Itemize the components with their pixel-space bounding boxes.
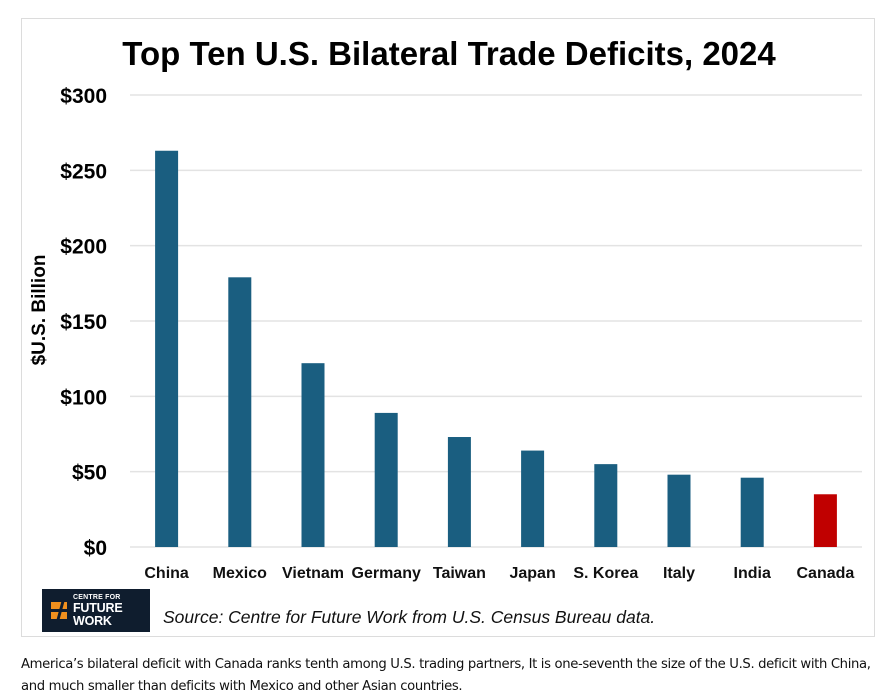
figure-caption: America’s bilateral deficit with Canada …	[21, 657, 871, 694]
y-tick-label: $100	[60, 386, 107, 409]
logo-mark-icon	[51, 602, 70, 619]
x-tick-label: Taiwan	[433, 565, 486, 582]
centre-for-future-work-logo: CENTRE FOR FUTURE WORK	[42, 589, 150, 632]
bar-taiwan	[447, 437, 471, 547]
x-tick-label: Vietnam	[282, 565, 344, 582]
bar-china	[155, 150, 179, 547]
bar-s-korea	[594, 464, 618, 547]
y-tick-label: $150	[60, 311, 107, 334]
logo-line2: FUTURE WORK	[72, 601, 123, 628]
x-tick-label: Germany	[352, 565, 421, 582]
logo-line1: CENTRE FOR	[72, 594, 121, 601]
bar-vietnam	[301, 363, 325, 547]
bar-india	[740, 477, 764, 547]
x-tick-label: India	[734, 565, 771, 582]
x-tick-label: China	[144, 565, 189, 582]
x-tick-label: S. Korea	[573, 565, 638, 582]
y-tick-label: $250	[60, 160, 107, 183]
y-axis-label: $U.S. Billion	[29, 255, 50, 366]
x-tick-label: Japan	[509, 565, 555, 582]
bar-italy	[667, 474, 691, 547]
bar-germany	[374, 412, 398, 547]
x-tick-label: Canada	[797, 565, 855, 582]
source-note: Source: Centre for Future Work from U.S.…	[163, 607, 656, 627]
bar-canada	[813, 494, 837, 547]
gridlines	[130, 94, 862, 548]
y-tick-label: $0	[84, 537, 107, 560]
x-tick-label: Mexico	[213, 565, 267, 582]
y-tick-label: $200	[60, 236, 107, 259]
x-tick-label: Italy	[663, 565, 695, 582]
bar-japan	[521, 450, 545, 547]
y-axis-ticks: $0 $50 $100 $150 $200 $250 $300	[60, 85, 107, 560]
chart-title: Top Ten U.S. Bilateral Trade Deficits, 2…	[122, 35, 776, 72]
bar-mexico	[228, 277, 252, 547]
x-axis-ticks: China Mexico Vietnam Germany Taiwan Japan S. K…	[144, 565, 854, 582]
y-tick-label: $50	[72, 462, 107, 485]
y-tick-label: $300	[60, 85, 107, 108]
bars	[155, 150, 837, 547]
